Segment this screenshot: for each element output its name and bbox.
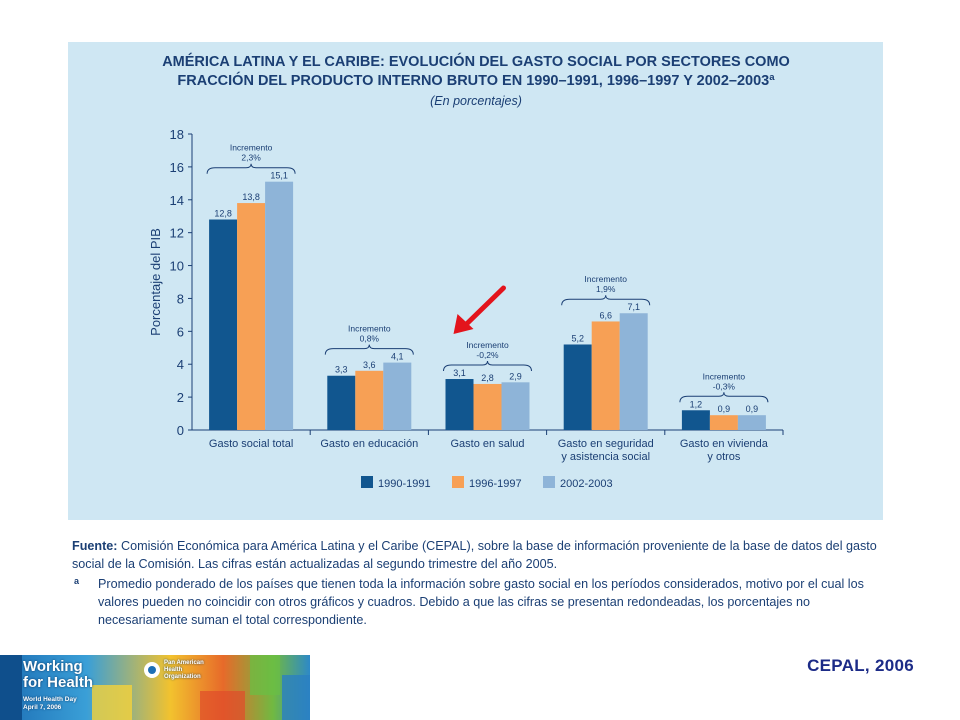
increment-label: Incremento xyxy=(703,371,746,381)
source-label: Fuente: xyxy=(72,539,118,553)
legend-label: 2002-2003 xyxy=(560,478,613,490)
x-tick-label: Gasto en seguridad xyxy=(558,438,654,450)
increment-value: -0,3% xyxy=(713,381,736,391)
increment-label: Incremento xyxy=(584,274,627,284)
chart-title-line: FRACCIÓN DEL PRODUCTO INTERNO BRUTO EN 1… xyxy=(177,71,775,89)
x-tick-label: Gasto en salud xyxy=(451,438,525,450)
y-tick-label: 10 xyxy=(170,259,184,274)
y-tick-label: 2 xyxy=(177,390,184,405)
banner-title-line-1: Working xyxy=(23,658,83,675)
bar-value-label: 5,2 xyxy=(571,333,584,343)
paho-name: Pan American Health Organization xyxy=(164,660,204,681)
chart-title-line: AMÉRICA LATINA Y EL CARIBE: EVOLUCIÓN DE… xyxy=(162,52,790,70)
legend-label: 1990-1991 xyxy=(378,478,431,490)
increment-label: Incremento xyxy=(348,324,391,334)
paho-logo-icon xyxy=(144,662,160,678)
source-block: Fuente: Comisión Económica para América … xyxy=(72,537,884,629)
bar xyxy=(709,415,738,430)
bar-value-label: 3,3 xyxy=(335,365,348,375)
bar xyxy=(355,370,384,430)
bar-value-label: 15,1 xyxy=(270,171,288,181)
bar xyxy=(563,344,592,430)
increment-label: Incremento xyxy=(466,340,509,350)
x-tick-label: Gasto social total xyxy=(209,438,293,450)
bar xyxy=(327,375,356,430)
bar xyxy=(681,410,710,430)
x-tick-label: Gasto en vivienda xyxy=(680,438,769,450)
increment-value: -0,2% xyxy=(476,350,499,360)
increment-brace xyxy=(679,392,769,403)
chart-panel: AMÉRICA LATINA Y EL CARIBE: EVOLUCIÓN DE… xyxy=(68,42,883,520)
source-text: Comisión Económica para América Latina y… xyxy=(72,539,877,571)
increment-value: 1,9% xyxy=(596,284,616,294)
bar xyxy=(473,383,502,430)
bar xyxy=(209,219,238,430)
legend-swatch xyxy=(452,476,464,488)
footnote-mark: a xyxy=(74,576,80,586)
x-tick-label: y otros xyxy=(707,451,741,463)
bar xyxy=(501,382,530,430)
increment-brace xyxy=(206,163,296,174)
increment-value: 0,8% xyxy=(360,334,380,344)
bar xyxy=(237,203,266,430)
source-paragraph: Fuente: Comisión Económica para América … xyxy=(72,537,884,573)
y-tick-label: 18 xyxy=(170,127,184,142)
bar-value-label: 0,9 xyxy=(718,404,731,414)
highlight-arrow-icon xyxy=(453,314,474,334)
paho-name-line-3: Organization xyxy=(164,674,201,680)
paho-name-line-2: Health xyxy=(164,667,183,673)
bar-value-label: 3,1 xyxy=(453,368,466,378)
chart-subtitle: (En porcentajes) xyxy=(430,94,522,108)
bar-value-label: 1,2 xyxy=(690,399,703,409)
increment-brace xyxy=(324,344,414,355)
chart-svg: AMÉRICA LATINA Y EL CARIBE: EVOLUCIÓN DE… xyxy=(148,52,790,490)
y-tick-label: 16 xyxy=(170,160,184,175)
legend-label: 1996-1997 xyxy=(469,478,522,490)
bar-value-label: 2,8 xyxy=(481,373,494,383)
legend-swatch xyxy=(543,476,555,488)
x-tick-label: Gasto en educación xyxy=(320,438,418,450)
banner-title-line-2: for Health xyxy=(23,674,94,691)
footnote-text: Promedio ponderado de los países que tie… xyxy=(98,577,864,627)
bar-value-label: 4,1 xyxy=(391,352,404,362)
banner-title: Working for Health xyxy=(23,659,93,691)
banner-day-line-1: World Health Day xyxy=(23,696,77,703)
banner-day-line-2: April 7, 2006 xyxy=(23,704,62,711)
bar-value-label: 2,9 xyxy=(509,371,522,381)
bar xyxy=(383,362,412,430)
bar xyxy=(737,415,766,430)
y-tick-label: 14 xyxy=(170,193,184,208)
x-tick-label: y asistencia social xyxy=(561,451,650,463)
banner-date: World Health Day April 7, 2006 xyxy=(23,696,77,712)
y-axis-label: Porcentaje del PIB xyxy=(148,228,163,336)
bar-value-label: 13,8 xyxy=(242,192,260,202)
bar xyxy=(591,321,620,430)
y-tick-label: 0 xyxy=(177,423,184,438)
y-tick-label: 8 xyxy=(177,291,184,306)
bar-value-label: 7,1 xyxy=(627,302,640,312)
y-tick-label: 4 xyxy=(177,357,184,372)
bar xyxy=(619,313,648,430)
highlight-arrow-shaft xyxy=(463,285,506,328)
paho-name-line-1: Pan American xyxy=(164,660,204,666)
bar xyxy=(265,181,294,430)
y-tick-label: 12 xyxy=(170,226,184,241)
y-tick-label: 6 xyxy=(177,324,184,339)
increment-label: Incremento xyxy=(230,143,273,153)
increment-value: 2,3% xyxy=(241,153,261,163)
bar-value-label: 0,9 xyxy=(746,404,759,414)
bar-value-label: 3,6 xyxy=(363,360,376,370)
bar-value-label: 6,6 xyxy=(599,310,612,320)
source-credit: CEPAL, 2006 xyxy=(807,656,914,675)
footnote: a Promedio ponderado de los países que ti… xyxy=(72,575,884,629)
bar xyxy=(445,379,474,430)
world-health-day-banner: Working for Health World Health Day Apri… xyxy=(0,655,310,720)
legend-swatch xyxy=(361,476,373,488)
bar-value-label: 12,8 xyxy=(214,209,232,219)
